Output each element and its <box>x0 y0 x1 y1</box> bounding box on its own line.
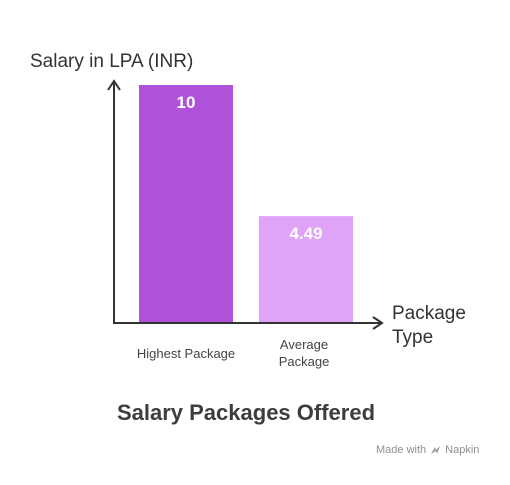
bar-1 <box>139 85 233 323</box>
y-axis-title: Salary in LPA (INR) <box>30 51 193 72</box>
napkin-brand-text: Napkin <box>445 444 480 456</box>
bar-value-label-1: 10 <box>177 93 196 112</box>
labels-layer: 10 Highest Package 4.49 Average Package <box>137 93 329 369</box>
napkin-logo-icon <box>431 445 441 454</box>
x-axis-title-line-2: Type <box>392 327 433 348</box>
category-label-2-line-2: Package <box>279 354 330 369</box>
category-label-2: Average Package <box>279 337 330 369</box>
x-axis-arrowhead <box>372 316 384 330</box>
category-label-1-line-1: Highest Package <box>137 346 235 361</box>
bars-layer <box>139 85 353 323</box>
y-axis-arrowhead <box>107 79 121 91</box>
x-axis-title: Package Type <box>392 303 471 348</box>
made-with-footer: Made with Napkin <box>376 444 479 456</box>
bar-value-label-2: 4.49 <box>289 224 322 243</box>
x-axis-title-line-1: Package <box>392 303 466 324</box>
bar-2 <box>259 216 353 323</box>
chart-title: Salary Packages Offered <box>117 400 375 425</box>
category-label-2-line-1: Average <box>280 337 328 352</box>
category-label-1: Highest Package <box>137 346 235 361</box>
made-with-text: Made with <box>376 444 427 456</box>
